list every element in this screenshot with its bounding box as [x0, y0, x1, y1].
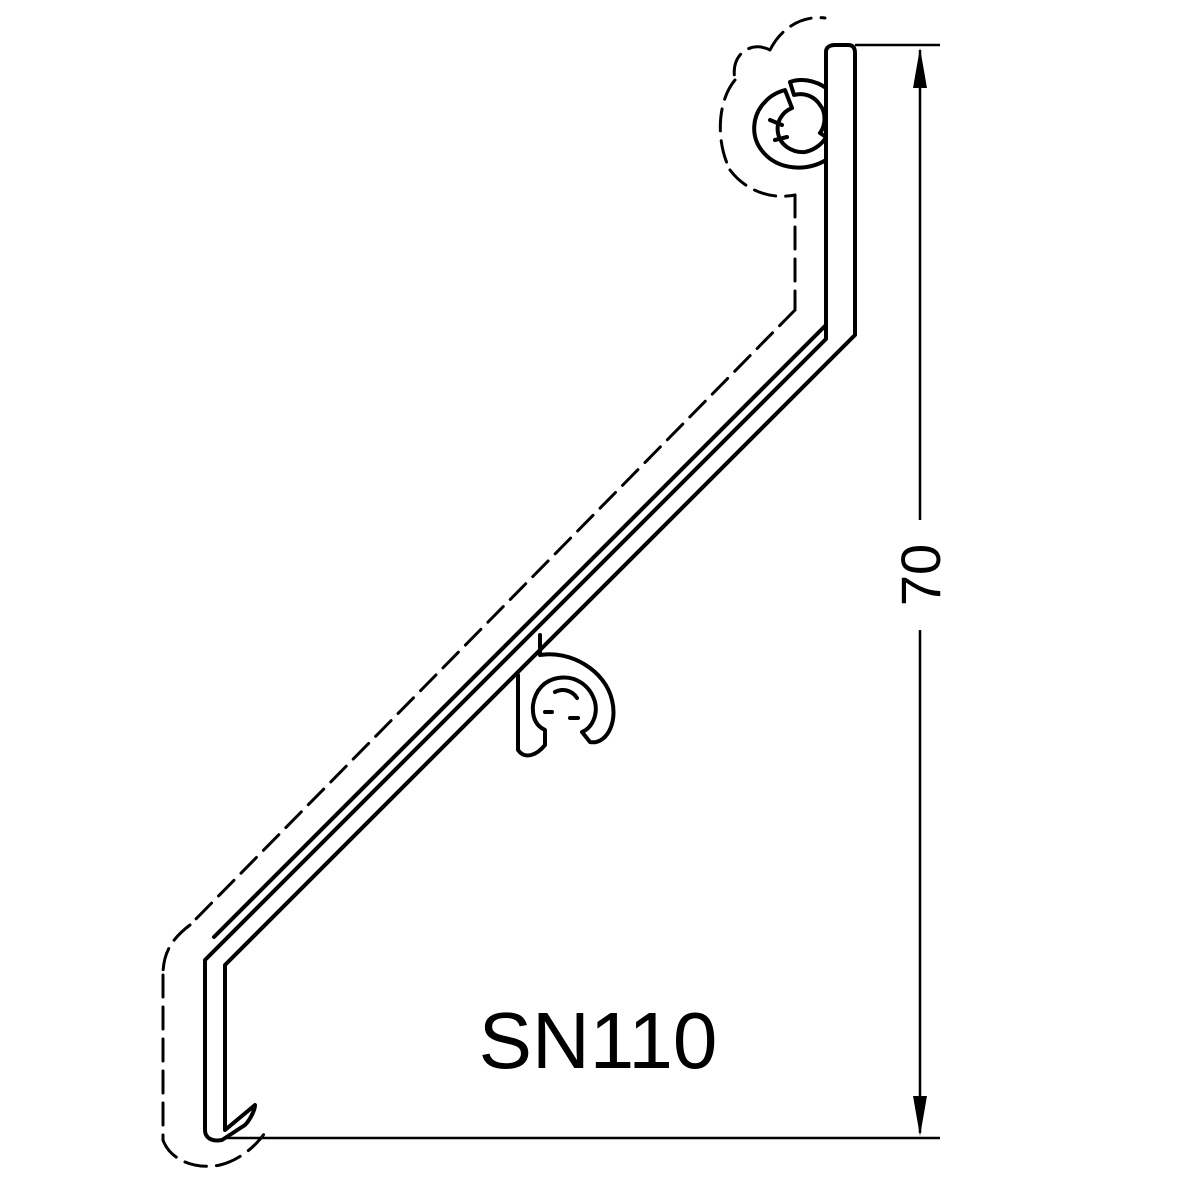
top-clip-inner: [788, 78, 828, 139]
model-label: SN110: [479, 996, 718, 1085]
dimension-arrow-bottom: [913, 1096, 927, 1136]
ghost-lower-corner: [161, 923, 192, 977]
mid-clip-arm: [516, 633, 616, 758]
top-clip-groove: [752, 88, 828, 170]
ghost-bottom-curve: [161, 1126, 270, 1168]
dimension-arrow-top: [913, 48, 927, 88]
ghost-outline: [161, 16, 827, 1168]
ghost-top-lobes: [718, 16, 827, 198]
mid-clip-inner: [543, 688, 580, 720]
ghost-diagonal: [188, 308, 797, 927]
top-clip-notch: [768, 118, 789, 142]
profile-inner-line: [212, 170, 828, 939]
profile-shape: [203, 43, 857, 1143]
profile-outer-wall: [203, 43, 857, 1143]
dimension: 70: [225, 43, 952, 1140]
dimension-value: 70: [889, 544, 952, 606]
